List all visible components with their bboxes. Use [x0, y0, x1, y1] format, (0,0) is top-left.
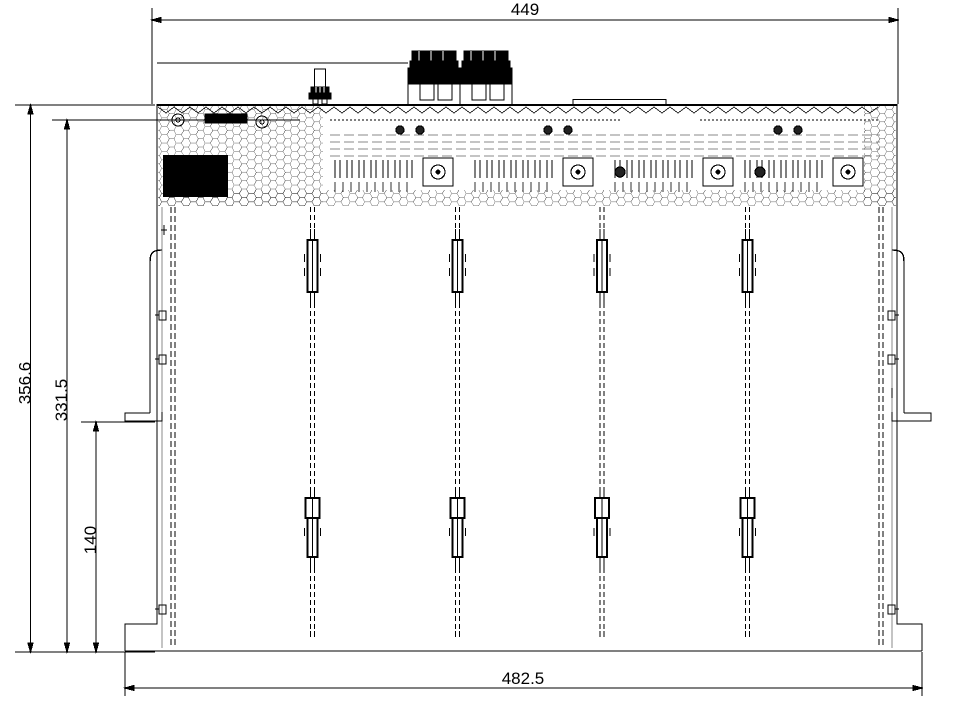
svg-text:331.5: 331.5 [52, 379, 71, 422]
svg-text:140: 140 [81, 526, 100, 554]
svg-text:356.6: 356.6 [16, 362, 35, 405]
svg-text:482.5: 482.5 [502, 669, 545, 688]
svg-text:449: 449 [511, 0, 539, 19]
